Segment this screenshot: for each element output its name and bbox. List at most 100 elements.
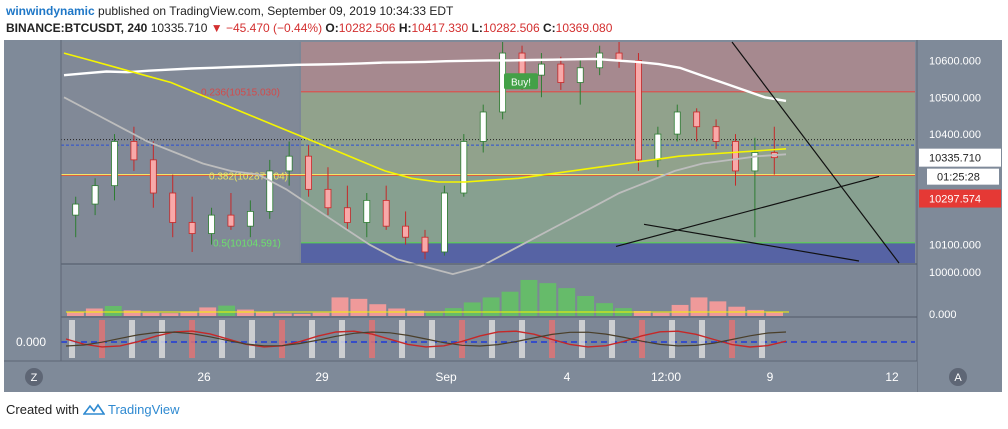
candle-body bbox=[266, 170, 274, 212]
candle-body bbox=[441, 192, 448, 253]
high-value: 10417.330 bbox=[411, 21, 469, 35]
candle-body bbox=[557, 63, 565, 83]
oscillator-bar bbox=[369, 320, 375, 358]
volume-tick-label: 0.000 bbox=[929, 309, 957, 321]
author-name[interactable]: winwindynamic bbox=[6, 4, 95, 18]
price-axis-panel bbox=[917, 40, 1002, 392]
oscillator-bar bbox=[339, 320, 345, 358]
ma-grey-line bbox=[63, 96, 787, 276]
oscillator-bar bbox=[399, 320, 405, 358]
candle-body bbox=[130, 141, 138, 161]
candle-body bbox=[654, 133, 662, 161]
volume-bar bbox=[520, 279, 538, 316]
volume-bar bbox=[123, 310, 141, 316]
low-label: L: bbox=[471, 21, 483, 35]
open-label: O: bbox=[325, 21, 339, 35]
trend-line-channel bbox=[643, 223, 860, 262]
tradingview-brand[interactable]: TradingView bbox=[108, 402, 180, 417]
open-value: 10282.506 bbox=[338, 21, 396, 35]
candle-body bbox=[363, 199, 371, 223]
oscillator-bar bbox=[159, 320, 165, 358]
price-chart[interactable]: 0.236(10515.030) 0.382(10287.704) 0.5(1010… bbox=[4, 40, 1002, 392]
oscillator-bar bbox=[249, 320, 255, 358]
fib-label-0382: 0.382(10287.704) bbox=[209, 171, 288, 182]
candle-body bbox=[421, 236, 429, 253]
price-tick-label: 10400.000 bbox=[929, 129, 981, 141]
oscillator-bar bbox=[519, 320, 525, 358]
volume-bar bbox=[633, 311, 651, 316]
trend-line-asc bbox=[615, 175, 880, 248]
volume-bar bbox=[255, 311, 273, 316]
fib-zone-top bbox=[301, 42, 915, 92]
oscillator-bar bbox=[699, 320, 705, 358]
candle-body bbox=[169, 192, 177, 223]
candle-body bbox=[576, 67, 584, 83]
symbol-line: BINANCE:BTCUSDT, 240 10335.710 ▼ −45.470… bbox=[6, 21, 612, 35]
oscillator-red-line bbox=[65, 330, 787, 348]
fib-zone-low bbox=[301, 175, 915, 243]
time-tick-label: 29 bbox=[315, 370, 329, 384]
fib-zone-mid bbox=[301, 91, 915, 176]
candle-body bbox=[460, 141, 468, 194]
candle-body bbox=[382, 199, 390, 227]
publish-info: published on TradingView.com, September … bbox=[98, 4, 454, 18]
price-tick-label: 10500.000 bbox=[929, 92, 981, 104]
fib-label-0236: 0.236(10515.030) bbox=[201, 88, 280, 99]
last-price-tag-label: 10335.710 bbox=[929, 153, 981, 165]
volume-bar bbox=[142, 312, 160, 316]
buy-signal-label: Buy! bbox=[511, 77, 531, 88]
volume-bar bbox=[407, 310, 424, 316]
volume-bar bbox=[482, 297, 500, 316]
time-tick-label: 26 bbox=[197, 370, 211, 384]
auto-scale-button[interactable] bbox=[949, 368, 967, 386]
oscillator-bar bbox=[309, 320, 315, 358]
oscillator-bar bbox=[489, 320, 495, 358]
candle-body bbox=[732, 141, 739, 172]
volume-bar bbox=[161, 313, 179, 316]
volume-bar bbox=[463, 302, 481, 316]
ma-yellow-line bbox=[63, 52, 787, 183]
oscillator-pane bbox=[61, 318, 915, 360]
candle-body bbox=[402, 225, 409, 238]
volume-bar bbox=[369, 304, 387, 316]
candle-body bbox=[72, 203, 80, 216]
candle-body bbox=[324, 188, 332, 209]
buy-signal-badge bbox=[504, 73, 538, 90]
candle-body bbox=[246, 211, 254, 227]
volume-bar bbox=[331, 297, 349, 316]
volume-bar bbox=[709, 301, 727, 316]
symbol-name: BINANCE:BTCUSDT, 240 bbox=[6, 21, 148, 35]
oscillator-dark-line bbox=[65, 331, 787, 347]
volume-bar bbox=[766, 311, 783, 316]
volume-bar bbox=[237, 309, 254, 316]
volume-bar bbox=[104, 306, 122, 316]
volume-bar bbox=[293, 313, 311, 316]
volume-bar bbox=[274, 313, 292, 316]
fib-zone-bottom bbox=[301, 242, 915, 263]
volume-bar bbox=[690, 297, 708, 316]
countdown-tag-label: 01:25:28 bbox=[937, 172, 980, 184]
red-price-tag bbox=[919, 189, 1001, 208]
ma-white-line bbox=[63, 57, 787, 103]
oscillator-bar bbox=[69, 320, 75, 358]
volume-bar bbox=[747, 309, 765, 316]
volume-bar bbox=[218, 305, 236, 316]
oscillator-bar bbox=[669, 320, 675, 358]
oscillator-bar bbox=[99, 320, 105, 358]
volume-bar bbox=[558, 288, 576, 316]
zoom-out-button[interactable] bbox=[25, 368, 43, 386]
candle-body bbox=[693, 111, 701, 128]
price-tick-label: 10100.000 bbox=[929, 240, 981, 252]
history-shade bbox=[61, 42, 299, 263]
volume-bar bbox=[426, 312, 443, 316]
time-tick-label: Sep bbox=[435, 370, 457, 384]
candle-body bbox=[285, 155, 293, 172]
tradingview-logo-icon bbox=[82, 403, 106, 415]
countdown-tag bbox=[927, 168, 999, 185]
candle-body bbox=[538, 63, 545, 76]
candle-body bbox=[208, 214, 215, 234]
volume-bar bbox=[67, 311, 84, 316]
candle-body bbox=[673, 111, 681, 135]
oscillator-bar bbox=[639, 320, 645, 358]
time-tick-label: 9 bbox=[767, 370, 774, 384]
